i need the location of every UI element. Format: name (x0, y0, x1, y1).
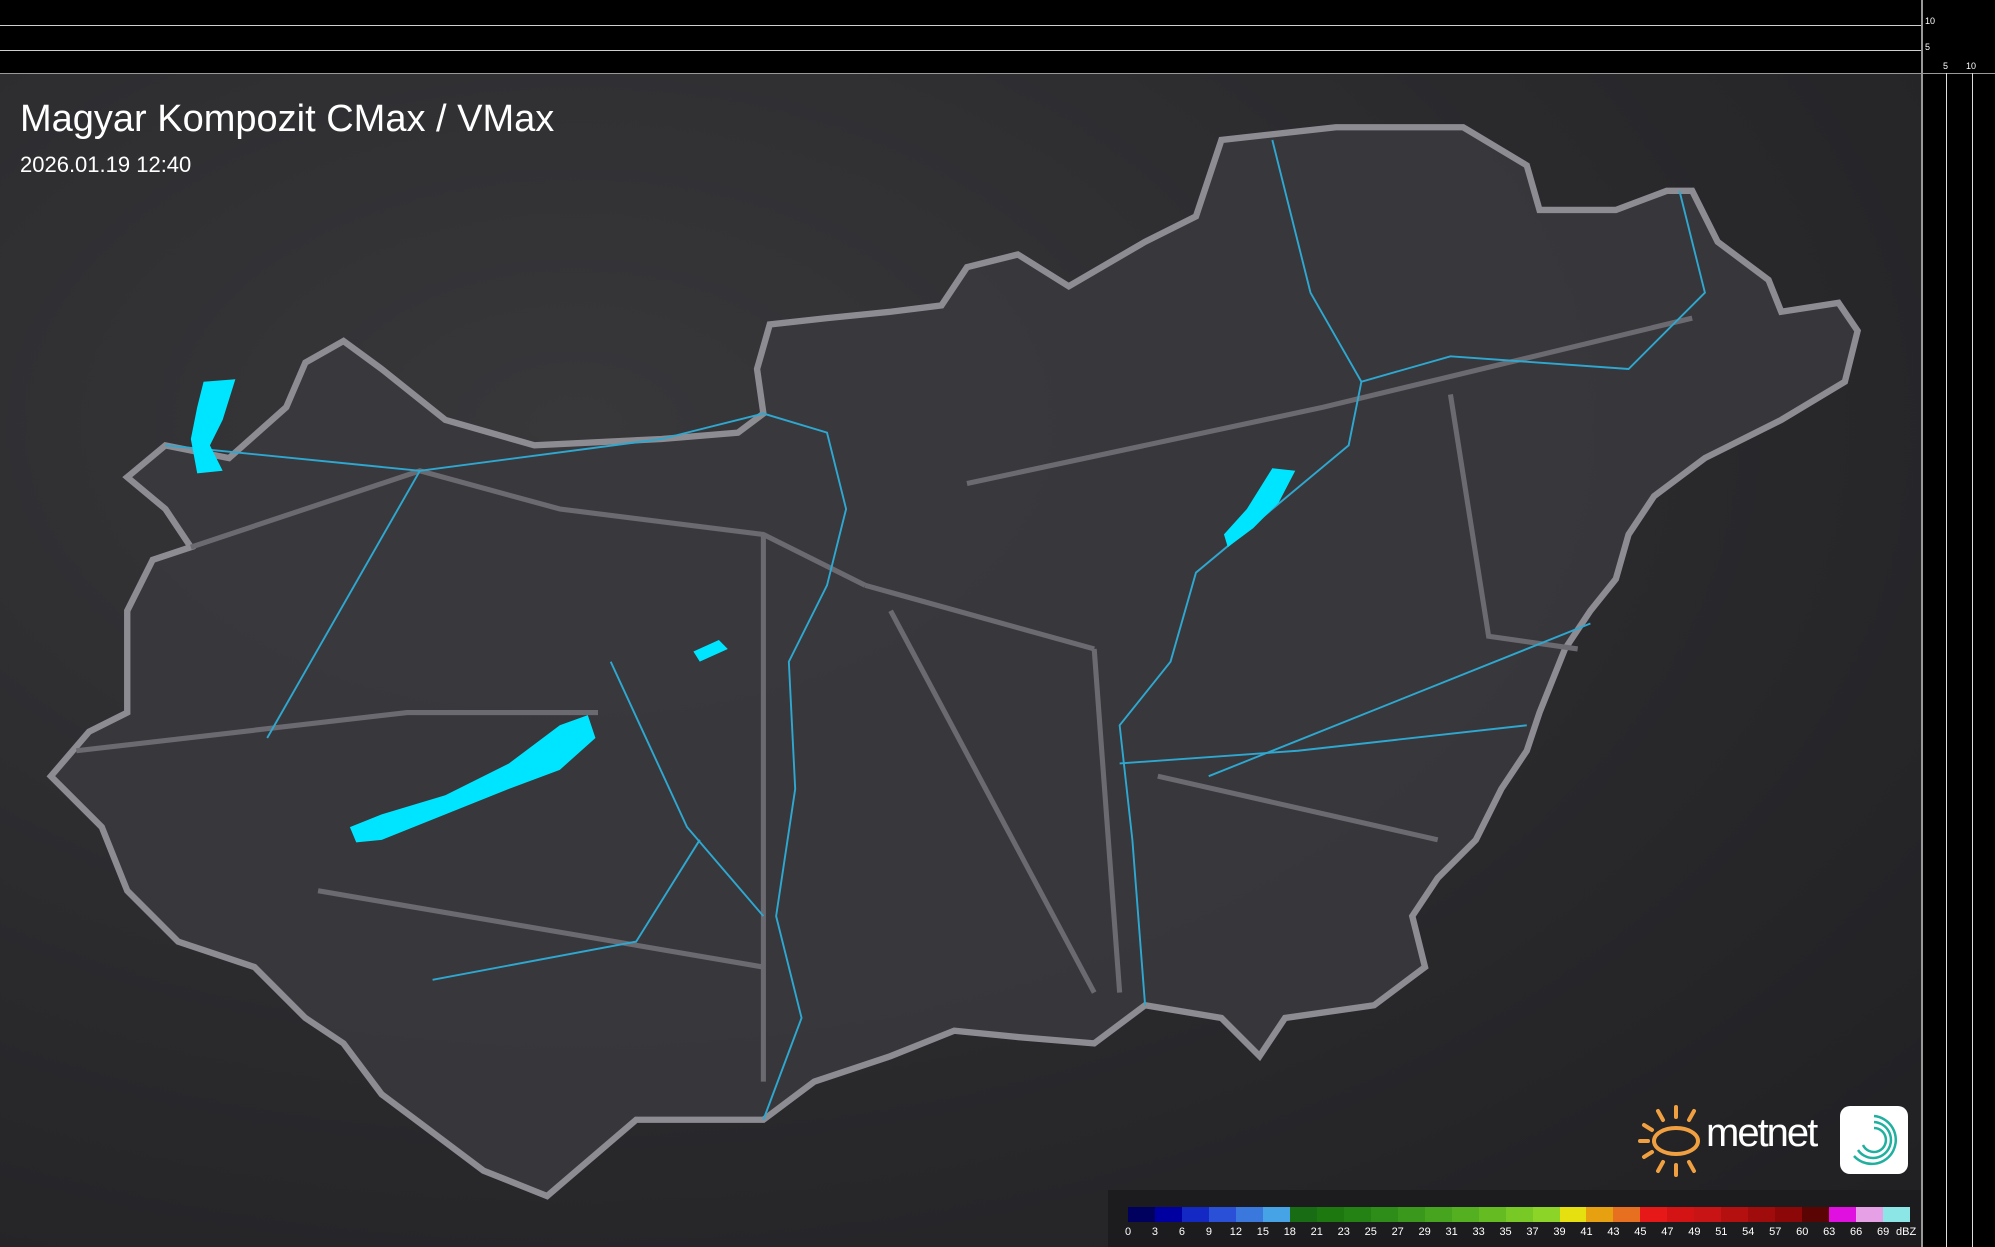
legend-swatch: 35 (1499, 1207, 1533, 1238)
legend-swatch: 3 (1152, 1207, 1182, 1238)
legend-swatch: 9 (1206, 1207, 1236, 1238)
legend-swatch: 69 (1877, 1207, 1911, 1238)
map-timestamp: 2026.01.19 12:40 (20, 152, 192, 177)
rivers (165, 139, 1706, 1121)
legend-swatch: 18 (1284, 1207, 1317, 1238)
country-area (46, 124, 1862, 1200)
side-profile-divider (1921, 0, 1923, 1247)
legend-swatch: 66 (1850, 1207, 1884, 1238)
legend-label: 41 (1580, 1226, 1593, 1238)
legend-swatch: 6 (1179, 1207, 1209, 1238)
legend-swatch: 41 (1580, 1207, 1614, 1238)
legend-swatch: 39 (1553, 1207, 1587, 1238)
legend-swatch: 33 (1472, 1207, 1506, 1238)
legend-label: 60 (1796, 1226, 1809, 1238)
legend-label: 51 (1715, 1226, 1728, 1238)
legend-swatch: 43 (1607, 1207, 1641, 1238)
legend-swatch: 21 (1311, 1207, 1344, 1238)
legend-label: 3 (1151, 1226, 1159, 1238)
legend-label: 57 (1769, 1226, 1782, 1238)
side-gridline-10 (1972, 73, 1973, 1247)
legend-unit: dBZ (1896, 1226, 1917, 1238)
side-tick-10: 10 (1966, 61, 1977, 71)
lake-fertő (190, 379, 236, 474)
legend-label: 66 (1850, 1226, 1863, 1238)
legend-label: 18 (1283, 1226, 1296, 1238)
legend-label: 15 (1256, 1226, 1269, 1238)
legend-swatch: 27 (1392, 1207, 1425, 1238)
legend-label: 35 (1499, 1226, 1512, 1238)
legend-label: 33 (1472, 1226, 1485, 1238)
profile-baseline (0, 73, 1995, 74)
top-tick-10: 10 (1925, 16, 1936, 26)
metnet-logo: metnet (1636, 1103, 1911, 1178)
lake-velence (693, 640, 728, 662)
map-title: Magyar Kompozit CMax / VMax (20, 98, 555, 140)
legend-swatch: 49 (1688, 1207, 1722, 1238)
top-tick-5: 5 (1925, 42, 1931, 52)
legend-label: 25 (1364, 1226, 1377, 1238)
profile-gridline-10 (0, 25, 1921, 26)
legend-label: 23 (1337, 1226, 1350, 1238)
legend-label: 63 (1823, 1226, 1836, 1238)
legend-label: 69 (1877, 1226, 1890, 1238)
legend-label: 0 (1124, 1226, 1132, 1238)
legend-swatch: 47 (1661, 1207, 1695, 1238)
legend-color-bar: 0 3 6 9 12 15 18 21 23 25 27 29 31 33 35 37 39 41 43 45 47 49… (1125, 1207, 1911, 1238)
legend-swatch: 37 (1526, 1207, 1560, 1238)
legend-label: 49 (1688, 1226, 1701, 1238)
logo-text: metnet (1706, 1111, 1818, 1155)
app-swirl-icon (1840, 1106, 1908, 1174)
county-borders (76, 315, 1693, 1082)
legend-swatch: 12 (1230, 1207, 1263, 1238)
legend-label: 29 (1418, 1226, 1431, 1238)
legend-label: 39 (1553, 1226, 1566, 1238)
legend-label: 27 (1391, 1226, 1404, 1238)
legend-swatch: 25 (1365, 1207, 1398, 1238)
legend-label: 6 (1178, 1226, 1185, 1238)
legend-label: 12 (1229, 1226, 1242, 1238)
legend-label: 43 (1607, 1226, 1620, 1238)
legend-swatch: 57 (1769, 1207, 1803, 1238)
dbz-color-legend: 0 3 6 9 12 15 18 21 23 25 27 29 31 33 35 37 39 41 43 45 47 49… (1108, 1190, 1921, 1247)
legend-label: 37 (1526, 1226, 1539, 1238)
lakes (190, 379, 1296, 843)
sun-icon (1638, 1105, 1700, 1177)
legend-label: 54 (1742, 1226, 1755, 1238)
legend-swatch: 54 (1742, 1207, 1776, 1238)
legend-swatch: 15 (1257, 1207, 1290, 1238)
legend-swatch: 23 (1338, 1207, 1371, 1238)
legend-swatch: 0 (1125, 1207, 1155, 1238)
legend-swatch: 31 (1446, 1207, 1479, 1238)
profile-gridline-5 (0, 50, 1921, 51)
legend-label: 45 (1634, 1226, 1647, 1238)
side-tick-5: 5 (1943, 61, 1949, 71)
legend-label: 9 (1205, 1226, 1212, 1238)
legend-label: 31 (1445, 1226, 1458, 1238)
legend-label: 21 (1310, 1226, 1323, 1238)
legend-swatch: 60 (1796, 1207, 1830, 1238)
legend-swatch: 51 (1715, 1207, 1749, 1238)
legend-swatch: 29 (1419, 1207, 1452, 1238)
lake-tisza (1223, 468, 1296, 548)
side-gridline-5 (1946, 73, 1947, 1247)
legend-swatch: 45 (1634, 1207, 1668, 1238)
lake-balaton (349, 715, 596, 843)
legend-swatch: 63 (1823, 1207, 1857, 1238)
legend-label: 47 (1661, 1226, 1674, 1238)
